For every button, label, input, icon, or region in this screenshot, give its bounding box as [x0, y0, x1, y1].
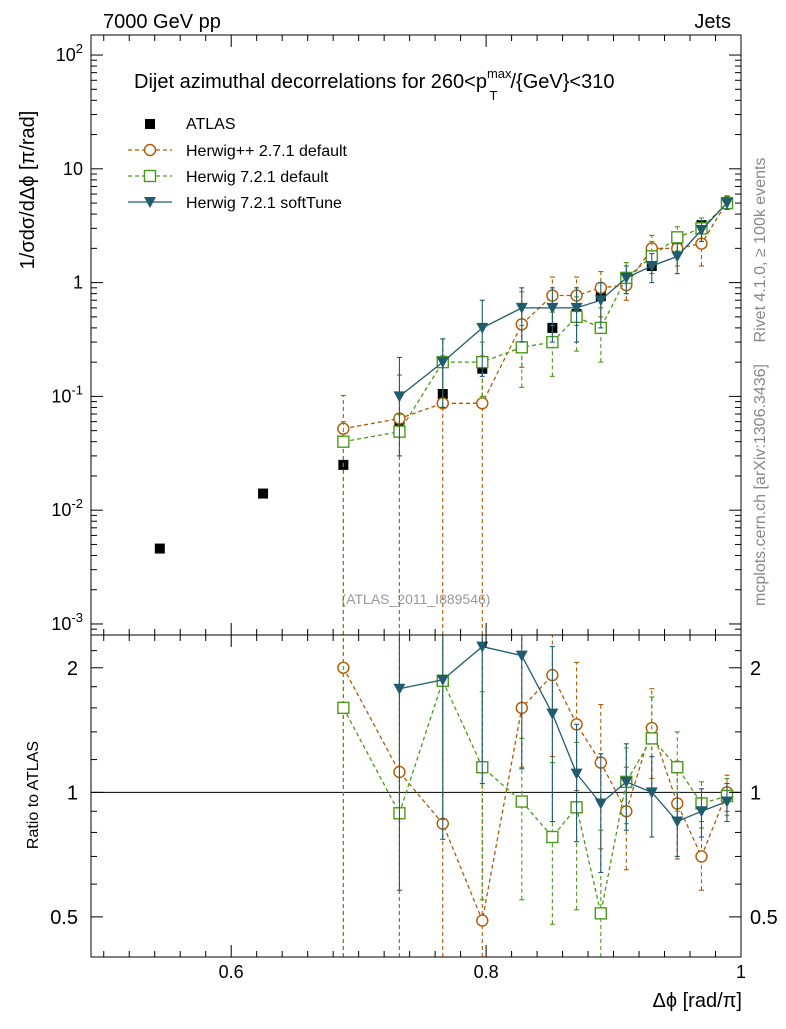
ratio-point-herwig721: [546, 830, 559, 844]
top-point-herwig721: [515, 341, 528, 354]
legend-label-herwig721: Herwig 7.2.1 default: [186, 169, 329, 186]
title-tail: /{GeV}<310: [510, 71, 614, 93]
ratio-point-softtune: [393, 683, 406, 695]
y-tick-label-top: 10-1: [51, 382, 83, 406]
legend-marker-herwig721: [143, 169, 157, 183]
top-point-softtune: [671, 251, 684, 263]
top-point-herwigpp: [476, 397, 489, 410]
top-point-softtune: [594, 295, 607, 307]
legend: ATLAS Herwig++ 2.7.1 default Herwig 7.2.…: [128, 116, 348, 212]
ratio-point-herwig721: [337, 701, 350, 715]
ratio-point-softtune: [671, 816, 684, 828]
x-tick-label: 1: [736, 962, 746, 982]
watermark: (ATLAS_2011_I889546): [342, 591, 491, 607]
top-point-herwig721: [337, 435, 350, 448]
top-point-atlas: [154, 543, 165, 554]
ratio-point-herwig721: [515, 795, 528, 808]
top-point-softtune: [570, 302, 583, 314]
x-tick-label: 0.6: [219, 962, 244, 982]
y-axis-label-bottom: Ratio to ATLAS: [25, 741, 42, 849]
top-point-softtune: [645, 260, 658, 272]
ratio-point-herwig721: [645, 732, 658, 745]
header-right: Jets: [694, 11, 731, 33]
ratio-point-softtune: [436, 674, 449, 686]
y-tick-label-ratio-right: 0.5: [750, 907, 778, 929]
ratio-point-softtune: [695, 806, 708, 818]
top-point-softtune: [695, 224, 708, 236]
legend-label-softtune: Herwig 7.2.1 softTune: [186, 195, 342, 212]
ratio-point-softtune: [570, 768, 583, 780]
y-tick-label-top: 1: [73, 273, 83, 293]
x-axis-label: Δϕ [rad/π]: [653, 990, 743, 1012]
legend-label-atlas: ATLAS: [186, 116, 236, 133]
legend-marker-atlas: [145, 119, 155, 129]
bottom-panel-frame: [90, 634, 742, 958]
ratio-line-herwigpp: [342, 667, 728, 923]
title-main: Dijet azimuthal decorrelations for 260<p: [134, 71, 487, 93]
top-line-herwig721: [343, 202, 728, 443]
main-title: Dijet azimuthal decorrelations for 260<p…: [134, 66, 614, 103]
y-tick-label-ratio-right: 1: [750, 782, 761, 804]
y-tick-label-ratio-left: 0.5: [50, 907, 78, 929]
top-point-softtune: [515, 302, 528, 314]
top-point-softtune: [476, 322, 489, 334]
top-point-atlas: [258, 488, 269, 499]
top-point-softtune: [436, 357, 449, 369]
top-point-softtune: [720, 198, 733, 210]
legend-marker-herwigpp: [143, 143, 157, 157]
ratio-point-herwigpp: [476, 914, 489, 927]
ratio-point-softtune: [476, 641, 489, 653]
ratio-point-softtune: [515, 650, 528, 662]
top-point-softtune: [393, 391, 406, 403]
ratio-point-softtune: [620, 776, 633, 788]
top-point-softtune: [546, 302, 559, 314]
y-tick-label-top: 10-2: [51, 496, 83, 520]
top-point-herwig721: [671, 231, 684, 244]
y-tick-label-top: 102: [56, 41, 83, 65]
x-tick-label: 0.8: [474, 962, 499, 982]
header-left: 7000 GeV pp: [103, 11, 221, 33]
legend-label-herwigpp: Herwig++ 2.7.1 default: [186, 143, 348, 160]
ratio-line-softtune: [399, 645, 728, 823]
y-tick-label-top: 10: [63, 159, 83, 179]
title-sub: T: [490, 88, 498, 103]
y-tick-label-top: 10-3: [51, 610, 83, 634]
y-tick-label-ratio-right: 2: [750, 658, 761, 680]
ratio-point-softtune: [720, 796, 733, 808]
top-point-softtune: [620, 272, 633, 284]
y-axis-label-top: 1/σdσ/dΔϕ [π/rad]: [17, 111, 39, 270]
ratio-point-softtune: [546, 708, 559, 720]
ratio-point-herwigpp: [695, 850, 708, 863]
ratio-line-herwig721: [342, 679, 728, 914]
ratio-point-softtune: [594, 798, 607, 810]
y-tick-label-ratio-left: 2: [67, 658, 78, 680]
y-tick-label-ratio-left: 1: [67, 782, 78, 804]
legend-marker-softtune: [144, 197, 156, 208]
side-label-top: Rivet 4.1.0, ≥ 100k events: [752, 158, 769, 343]
title-sup: max: [487, 66, 512, 81]
ratio-point-softtune: [645, 787, 658, 799]
ratio-point-herwig721: [671, 761, 684, 774]
side-label-bottom: mcplots.cern.ch [arXiv:1306.3436]: [752, 364, 769, 606]
ratio-point-herwig721: [594, 907, 608, 920]
